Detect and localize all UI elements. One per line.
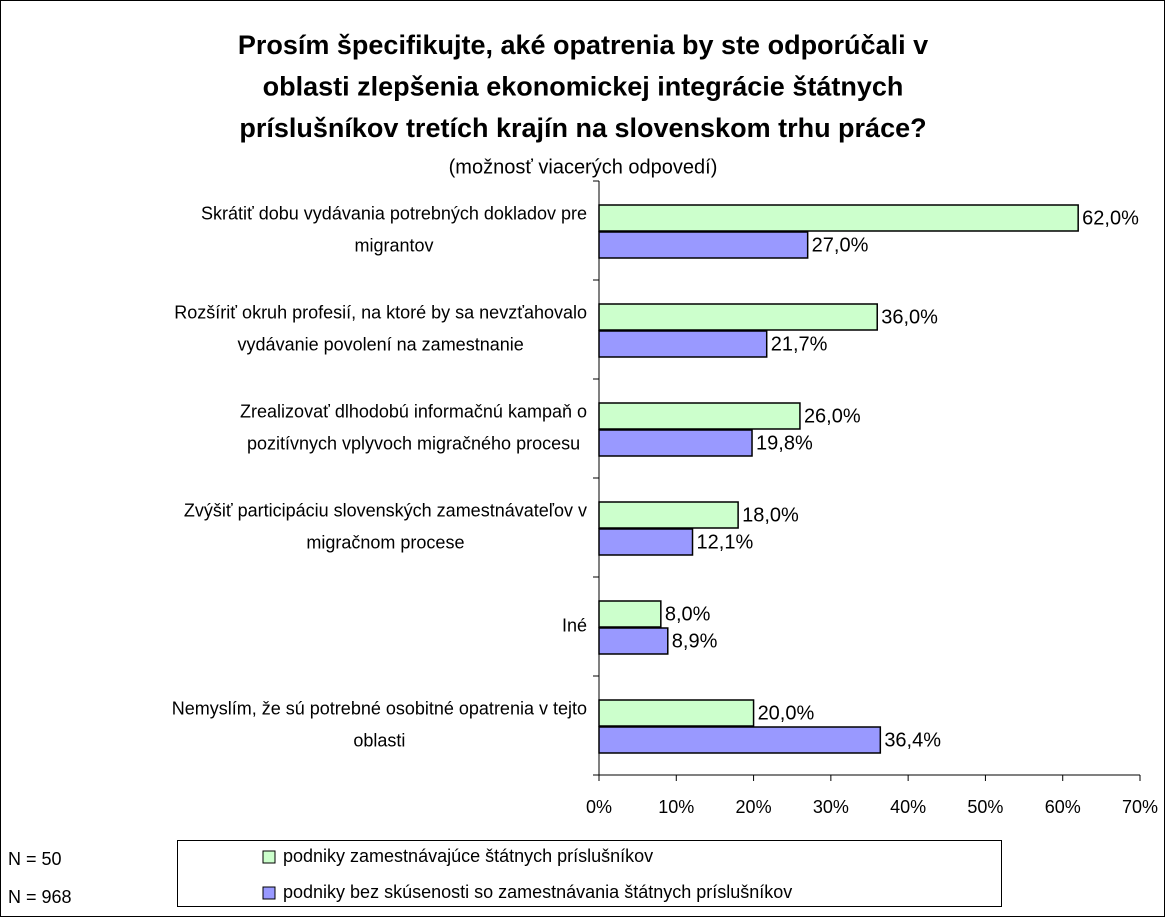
category-label: Zrealizovať dlhodobú informačnú kampaň o	[240, 401, 587, 421]
category-label: Nemyslím, že sú potrebné osobitné opatre…	[172, 698, 587, 718]
sample-size: N = 50	[8, 849, 62, 869]
chart-title: oblasti zlepšenia ekonomickej integrácie…	[263, 72, 904, 102]
value-label: 19,8%	[756, 432, 813, 454]
legend-box	[177, 840, 1002, 907]
value-label: 27,0%	[812, 234, 869, 256]
x-tick-label: 60%	[1045, 797, 1081, 817]
x-tick-label: 30%	[813, 797, 849, 817]
bar	[598, 726, 882, 754]
bar	[598, 303, 878, 331]
bar	[598, 627, 669, 655]
chart-subtitle: (možnosť viacerých odpovedí)	[449, 156, 718, 178]
x-tick-label: 50%	[967, 797, 1003, 817]
bar	[598, 204, 1079, 232]
bar	[598, 231, 809, 259]
x-tick-label: 10%	[658, 797, 694, 817]
category-label: Zvýšiť participáciu slovenských zamestná…	[184, 500, 587, 520]
category-label: vydávanie povolení na zamestnanie	[238, 334, 524, 354]
category-label: oblasti	[353, 730, 405, 750]
chart-title: Prosím špecifikujte, aké opatrenia by st…	[238, 30, 928, 60]
legend-label: podniky bez skúsenosti so zamestnávania …	[283, 882, 792, 902]
chart-title: príslušníkov tretích krajín na slovensko…	[239, 113, 926, 143]
value-label: 20,0%	[758, 702, 815, 724]
category-label: pozitívnych vplyvoch migračného procesu	[247, 433, 580, 453]
bar	[598, 429, 753, 457]
value-label: 8,9%	[672, 630, 718, 652]
value-label: 36,0%	[881, 306, 938, 328]
bar	[598, 528, 694, 556]
value-label: 8,0%	[665, 603, 711, 625]
bar	[598, 501, 739, 529]
x-tick-label: 70%	[1122, 797, 1158, 817]
value-label: 21,7%	[771, 333, 828, 355]
bar	[598, 600, 662, 628]
value-label: 62,0%	[1082, 207, 1139, 229]
x-tick-label: 0%	[586, 797, 612, 817]
legend-swatch	[262, 850, 276, 864]
bar	[598, 402, 801, 430]
bar	[598, 699, 755, 727]
category-label: migrantov	[354, 235, 433, 255]
value-label: 12,1%	[697, 531, 754, 553]
category-label: Rozšíriť okruh profesií, na ktoré by sa …	[174, 302, 587, 322]
sample-size: N = 968	[8, 887, 72, 907]
category-label: migračnom procese	[306, 532, 464, 552]
x-tick-label: 20%	[736, 797, 772, 817]
value-label: 36,4%	[884, 729, 941, 751]
value-label: 26,0%	[804, 405, 861, 427]
bar	[598, 330, 768, 358]
legend-label: podniky zamestnávajúce štátnych príslušn…	[283, 846, 653, 866]
legend-swatch	[262, 886, 276, 900]
category-label: Iné	[562, 615, 587, 635]
x-tick-label: 40%	[890, 797, 926, 817]
category-label: Skrátiť dobu vydávania potrebných doklad…	[201, 203, 587, 223]
value-label: 18,0%	[742, 504, 799, 526]
